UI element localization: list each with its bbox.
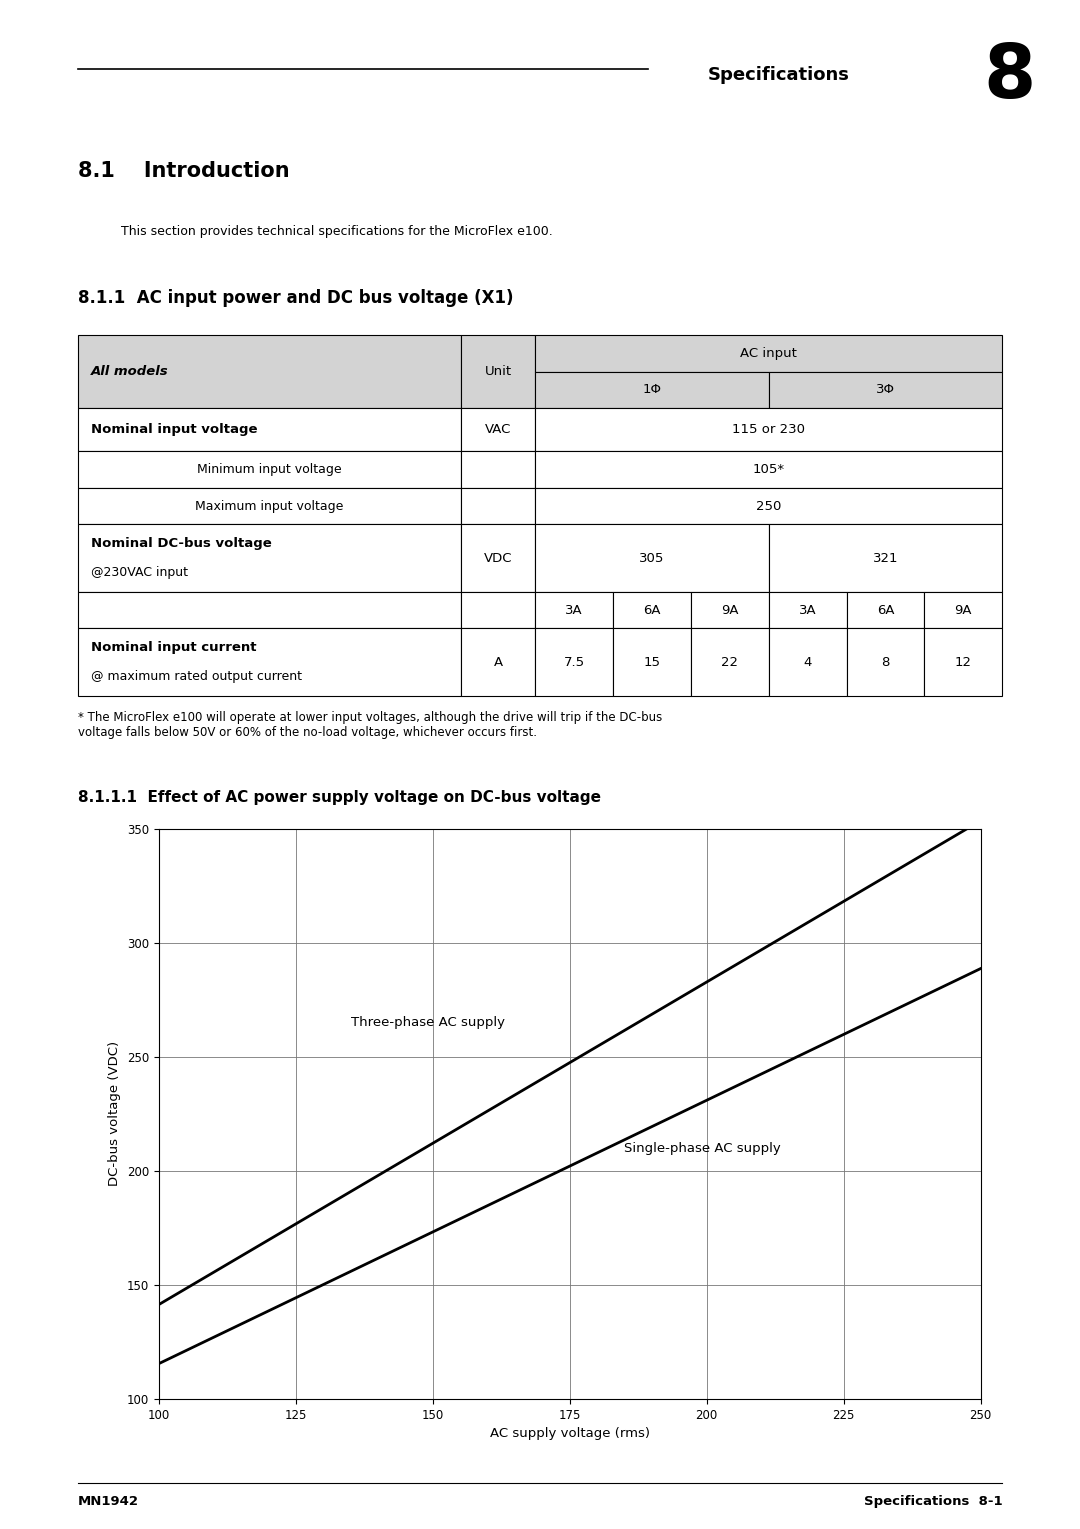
Bar [924, 592, 1002, 628]
Bar [769, 628, 847, 696]
Text: 22: 22 [721, 656, 739, 668]
Text: 8.1    Introduction: 8.1 Introduction [78, 161, 289, 180]
Bar [847, 628, 924, 696]
Text: Unit: Unit [485, 365, 512, 378]
Bar [613, 628, 691, 696]
Bar [924, 628, 1002, 696]
Text: 8: 8 [984, 41, 1036, 115]
Text: 7.5: 7.5 [564, 656, 585, 668]
Text: Nominal input voltage: Nominal input voltage [91, 424, 257, 436]
Bar [461, 488, 536, 524]
Text: * The MicroFlex e100 will operate at lower input voltages, although the drive wi: * The MicroFlex e100 will operate at low… [78, 711, 662, 739]
Bar [847, 592, 924, 628]
Text: Three-phase AC supply: Three-phase AC supply [351, 1017, 504, 1029]
Text: 105*: 105* [753, 463, 785, 476]
Bar [78, 628, 461, 696]
Bar [78, 451, 461, 488]
Text: 4: 4 [804, 656, 812, 668]
Bar [78, 524, 461, 592]
Text: 8: 8 [881, 656, 890, 668]
Bar [78, 335, 461, 408]
Bar [769, 372, 1002, 408]
Text: MN1942: MN1942 [78, 1495, 138, 1509]
Bar [461, 335, 536, 408]
Text: 250: 250 [756, 500, 782, 512]
Bar [536, 372, 769, 408]
Bar [536, 335, 1002, 372]
Text: 1Φ: 1Φ [643, 384, 662, 396]
Text: VAC: VAC [485, 424, 512, 436]
Bar [691, 592, 769, 628]
Text: Single-phase AC supply: Single-phase AC supply [624, 1142, 781, 1154]
Text: VDC: VDC [484, 552, 513, 564]
Text: 305: 305 [639, 552, 665, 564]
Bar [78, 488, 461, 524]
Text: Specifications  8-1: Specifications 8-1 [864, 1495, 1002, 1509]
Bar [461, 408, 536, 451]
Bar [769, 592, 847, 628]
Bar [461, 628, 536, 696]
Bar [461, 592, 536, 628]
X-axis label: AC supply voltage (rms): AC supply voltage (rms) [489, 1427, 650, 1440]
Text: 8.1.1.1  Effect of AC power supply voltage on DC-bus voltage: 8.1.1.1 Effect of AC power supply voltag… [78, 790, 600, 806]
Text: Nominal DC-bus voltage: Nominal DC-bus voltage [91, 537, 271, 550]
Bar [78, 592, 461, 628]
Text: All models: All models [91, 365, 168, 378]
Text: 115 or 230: 115 or 230 [732, 424, 806, 436]
Text: @230VAC input: @230VAC input [91, 566, 188, 579]
Text: 3Φ: 3Φ [876, 384, 895, 396]
Bar [769, 524, 1002, 592]
Text: 6A: 6A [644, 604, 661, 616]
Bar [536, 408, 1002, 451]
Bar [536, 451, 1002, 488]
Text: 321: 321 [873, 552, 899, 564]
Text: 12: 12 [955, 656, 972, 668]
Bar [536, 524, 769, 592]
Text: Nominal input current: Nominal input current [91, 641, 256, 654]
Bar [613, 592, 691, 628]
Text: Maximum input voltage: Maximum input voltage [195, 500, 343, 512]
Bar [536, 592, 613, 628]
Text: AC input: AC input [741, 347, 797, 359]
Bar [536, 488, 1002, 524]
Text: 9A: 9A [721, 604, 739, 616]
Text: A: A [494, 656, 503, 668]
Text: 6A: 6A [877, 604, 894, 616]
Text: Specifications: Specifications [707, 66, 849, 84]
Y-axis label: DC-bus voltage (VDC): DC-bus voltage (VDC) [108, 1041, 121, 1187]
Text: This section provides technical specifications for the MicroFlex e100.: This section provides technical specific… [121, 225, 553, 239]
Bar [691, 628, 769, 696]
Text: 3A: 3A [799, 604, 816, 616]
Text: 8.1.1  AC input power and DC bus voltage (X1): 8.1.1 AC input power and DC bus voltage … [78, 289, 513, 307]
Bar [461, 451, 536, 488]
Bar [78, 408, 461, 451]
Bar [536, 628, 613, 696]
Text: @ maximum rated output current: @ maximum rated output current [91, 670, 301, 683]
Text: Minimum input voltage: Minimum input voltage [198, 463, 342, 476]
Text: 15: 15 [644, 656, 661, 668]
Text: 3A: 3A [566, 604, 583, 616]
Text: 9A: 9A [955, 604, 972, 616]
Bar [461, 524, 536, 592]
